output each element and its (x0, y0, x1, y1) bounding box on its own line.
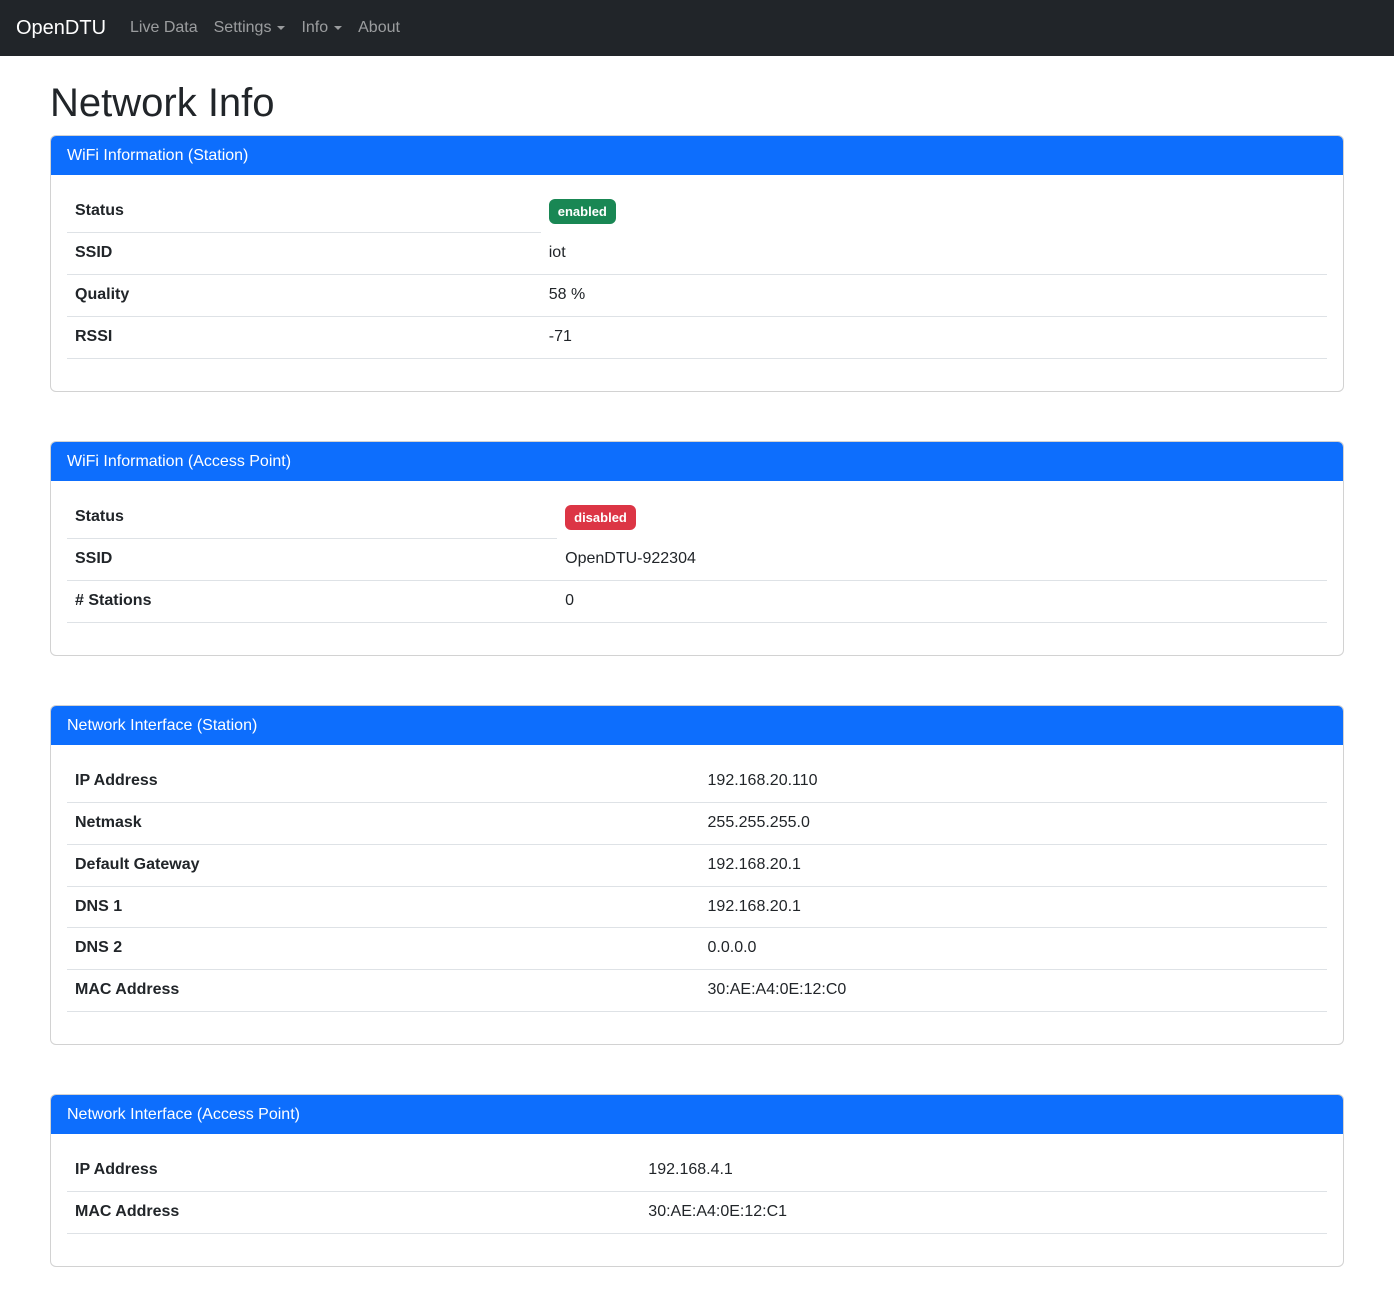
nav-item-info[interactable]: Info (293, 11, 350, 45)
table-row: RSSI -71 (67, 316, 1327, 359)
row-label: Netmask (67, 802, 700, 845)
nav-item-label: Settings (213, 19, 272, 36)
row-label: Default Gateway (67, 844, 700, 887)
row-value: enabled (541, 191, 1327, 233)
nav-item-about[interactable]: About (350, 11, 408, 45)
table-row: Status enabled (67, 191, 1327, 234)
row-label: SSID (67, 232, 541, 276)
info-card-1: WiFi Information (Access Point) Status d… (50, 440, 1344, 656)
info-table: Status enabled SSID iot Quality 58 % RSS… (67, 191, 1327, 359)
row-label: MAC Address (67, 969, 700, 1012)
nav-menu: Live Data Settings Info About (122, 11, 408, 45)
row-label: RSSI (67, 316, 541, 359)
table-row: Default Gateway 192.168.20.1 (67, 844, 1327, 887)
card-body: IP Address 192.168.4.1 MAC Address 30:AE… (51, 1134, 1343, 1266)
row-label: Status (67, 497, 558, 540)
info-card-2: Network Interface (Station) IP Address 1… (50, 704, 1344, 1045)
table-row: DNS 2 0.0.0.0 (67, 927, 1327, 971)
row-value: 192.168.20.110 (699, 761, 1327, 803)
row-label: SSID (67, 538, 558, 582)
table-row: Netmask 255.255.255.0 (67, 802, 1327, 845)
row-label: DNS 2 (67, 927, 700, 971)
card-header-title: WiFi Information (Station) (51, 136, 1343, 176)
row-label: IP Address (67, 1150, 641, 1192)
brand-link[interactable]: OpenDTU (16, 16, 107, 39)
table-row: MAC Address 30:AE:A4:0E:12:C0 (67, 969, 1327, 1012)
row-label: IP Address (67, 761, 700, 803)
card-body: IP Address 192.168.20.110 Netmask 255.25… (51, 745, 1343, 1044)
row-label: DNS 1 (67, 886, 700, 929)
navbar: OpenDTU Live Data Settings Info About (0, 0, 1394, 56)
info-table: Status disabled SSID OpenDTU-922304 # St… (67, 497, 1327, 623)
info-card-3: Network Interface (Access Point) IP Addr… (50, 1093, 1344, 1267)
nav-item-label: Live Data (130, 19, 198, 36)
table-row: SSID OpenDTU-922304 (67, 538, 1327, 582)
main-content: Network Info WiFi Information (Station) … (50, 56, 1344, 1267)
row-value: 255.255.255.0 (699, 802, 1327, 845)
info-table: IP Address 192.168.20.110 Netmask 255.25… (67, 761, 1327, 1012)
row-value: 58 % (540, 274, 1327, 318)
row-value: 192.168.4.1 (640, 1150, 1327, 1192)
row-label: Quality (67, 274, 541, 318)
table-row: Quality 58 % (67, 274, 1327, 318)
table-row: # Stations 0 (67, 580, 1327, 623)
row-label: # Stations (67, 580, 558, 623)
chevron-down-icon (277, 26, 286, 30)
info-card-0: WiFi Information (Station) Status enable… (50, 135, 1344, 392)
row-value: 30:AE:A4:0E:12:C0 (699, 969, 1327, 1012)
status-badge: enabled (548, 199, 616, 225)
status-badge: disabled (565, 505, 636, 531)
row-value: -71 (540, 316, 1327, 359)
row-value: OpenDTU-922304 (557, 538, 1327, 582)
row-value: 0.0.0.0 (699, 927, 1327, 971)
table-row: IP Address 192.168.4.1 (67, 1150, 1327, 1192)
info-table: IP Address 192.168.4.1 MAC Address 30:AE… (67, 1150, 1327, 1234)
card-header-title: Network Interface (Access Point) (51, 1094, 1343, 1135)
nav-item-label: Info (301, 19, 329, 36)
table-row: MAC Address 30:AE:A4:0E:12:C1 (67, 1191, 1327, 1234)
row-value: 30:AE:A4:0E:12:C1 (640, 1191, 1327, 1234)
row-value: 0 (557, 580, 1327, 623)
chevron-down-icon (334, 26, 343, 30)
row-value: disabled (557, 497, 1327, 539)
page-title: Network Info (50, 81, 275, 125)
row-value: 192.168.20.1 (699, 844, 1327, 887)
cards-area: WiFi Information (Station) Status enable… (50, 135, 1344, 1267)
row-value: 192.168.20.1 (699, 886, 1327, 929)
nav-item-settings[interactable]: Settings (206, 11, 294, 45)
row-label: Status (67, 191, 541, 234)
row-value: iot (540, 232, 1327, 276)
table-row: DNS 1 192.168.20.1 (67, 886, 1327, 929)
card-header-title: Network Interface (Station) (51, 705, 1343, 746)
row-label: MAC Address (67, 1191, 641, 1234)
table-row: IP Address 192.168.20.110 (67, 761, 1327, 803)
nav-item-live-data[interactable]: Live Data (122, 11, 206, 45)
table-row: Status disabled (67, 497, 1327, 540)
card-body: Status disabled SSID OpenDTU-922304 # St… (51, 481, 1343, 655)
table-row: SSID iot (67, 232, 1327, 276)
card-header-title: WiFi Information (Access Point) (51, 441, 1343, 482)
nav-item-label: About (358, 19, 400, 36)
card-body: Status enabled SSID iot Quality 58 % RSS… (51, 175, 1343, 391)
